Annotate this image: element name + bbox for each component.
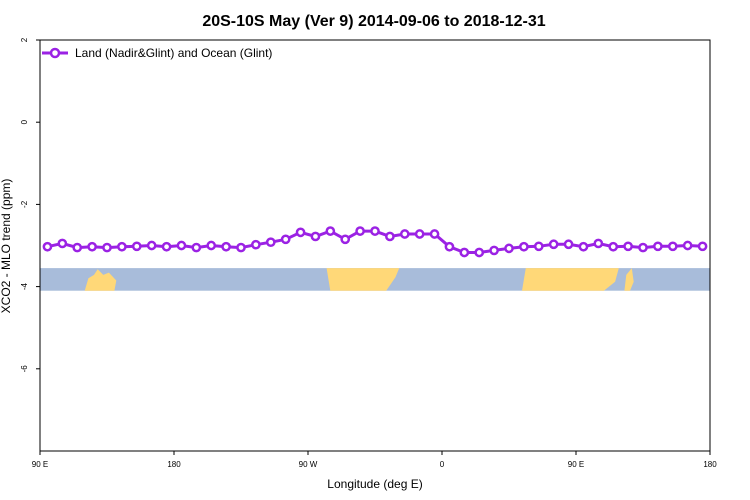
- data-point: [236, 242, 246, 253]
- legend: Land (Nadir&Glint) and Ocean (Glint): [42, 46, 272, 60]
- data-point: [251, 239, 261, 250]
- data-point: [206, 240, 217, 251]
- data-point: [340, 234, 351, 245]
- data-point: [191, 242, 202, 253]
- data-point: [653, 241, 663, 252]
- data-point: [697, 241, 708, 252]
- data-point: [414, 229, 425, 239]
- data-point: [519, 241, 529, 252]
- data-point: [57, 238, 68, 249]
- x-tick-label: 90 E: [32, 460, 48, 469]
- land-africa: [522, 268, 619, 291]
- data-point: [638, 242, 648, 253]
- data-point: [593, 238, 604, 249]
- data-point: [399, 229, 410, 239]
- data-point: [548, 239, 559, 250]
- plot-frame: [39, 39, 711, 452]
- data-point: [117, 241, 127, 252]
- data-point: [682, 240, 693, 251]
- y-tick-label: 2: [20, 37, 29, 42]
- y-axis-title: XCO2 - MLO trend (ppm): [0, 179, 13, 314]
- x-tick-label: 180: [167, 460, 181, 469]
- data-point: [102, 242, 112, 253]
- y-axis: 2 0 -2 -4 -6: [20, 37, 40, 372]
- world-map-strip: [40, 268, 710, 291]
- data-point: [265, 237, 276, 248]
- data-point: [370, 226, 380, 236]
- data-point: [355, 226, 365, 236]
- data-point: [563, 239, 574, 250]
- y-tick-label: -4: [20, 282, 29, 290]
- x-tick-label: 0: [440, 460, 445, 469]
- data-point: [131, 241, 142, 252]
- data-point: [385, 231, 395, 242]
- data-point: [504, 243, 514, 254]
- data-point: [280, 234, 291, 245]
- land-madagascar: [624, 268, 634, 291]
- data-point: [221, 241, 231, 252]
- data-point: [161, 241, 172, 252]
- data-point: [42, 241, 53, 252]
- data-point: [444, 241, 455, 252]
- data-point: [474, 247, 485, 258]
- legend-marker: [49, 47, 61, 59]
- y-tick-label: -2: [20, 200, 29, 208]
- x-tick-label: 90 E: [568, 460, 584, 469]
- x-axis-title: Longitude (deg E): [327, 477, 422, 491]
- data-point: [578, 241, 589, 252]
- data-point: [608, 241, 619, 252]
- data-point: [295, 227, 306, 238]
- x-axis: 90 E 180 90 W 0 90 E 180: [32, 451, 717, 469]
- data-point: [489, 245, 499, 256]
- data-point: [87, 241, 97, 252]
- data-point: [667, 241, 678, 252]
- data-point: [176, 240, 187, 251]
- land-south-america: [326, 268, 400, 291]
- data-point: [146, 240, 157, 251]
- data-point: [429, 229, 440, 239]
- data-point: [459, 247, 470, 258]
- y-tick-label: 0: [20, 119, 29, 124]
- series-layer: [42, 226, 708, 258]
- data-point: [72, 242, 83, 253]
- data-point: [325, 226, 336, 236]
- legend-label: Land (Nadir&Glint) and Ocean (Glint): [75, 46, 272, 60]
- land-australia: [84, 269, 117, 291]
- data-point: [310, 231, 321, 242]
- x-tick-label: 90 W: [299, 460, 318, 469]
- x-tick-label: 180: [703, 460, 717, 469]
- data-point: [533, 241, 544, 252]
- data-point: [623, 241, 633, 252]
- chart-title: 20S-10S May (Ver 9) 2014-09-06 to 2018-1…: [202, 13, 545, 30]
- y-tick-label: -6: [20, 365, 29, 373]
